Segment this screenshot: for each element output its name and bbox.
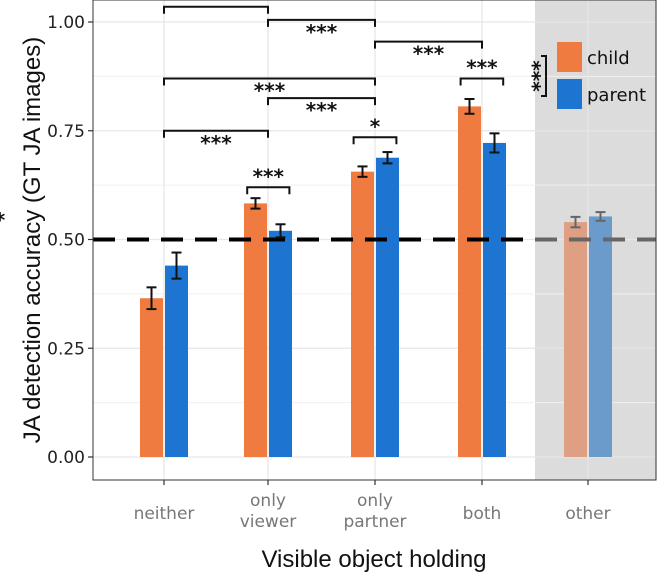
significance-label: *** [200, 0, 232, 8]
legend-key-parent [557, 79, 582, 109]
bar-child [140, 298, 163, 457]
bar-parent [589, 216, 612, 457]
x-tick-label: only partner [343, 491, 406, 532]
significance-label: * [0, 208, 6, 232]
bar-child [351, 171, 374, 457]
x-tick-label: only viewer [240, 491, 297, 532]
significance-bracket [163, 5, 269, 14]
bar-parent [483, 142, 506, 457]
significance-bracket [246, 186, 291, 195]
significance-label: *** [253, 164, 285, 188]
y-tick-label: 0.00 [47, 448, 85, 468]
y-tick-label: 0.25 [47, 339, 85, 359]
legend-key-child [557, 42, 582, 72]
significance-label: *** [306, 98, 338, 122]
significance-label: *** [200, 131, 232, 155]
legend-label-parent: parent [587, 85, 646, 106]
y-tick-label: 0.75 [47, 122, 85, 142]
significance-label: *** [413, 42, 445, 66]
significance-bracket [163, 77, 376, 86]
error-bars [146, 97, 606, 311]
bar-child [244, 203, 267, 457]
significance-bracket [267, 97, 376, 106]
legend-bracket [541, 55, 547, 97]
y-tick-label: 1.00 [47, 13, 85, 33]
significance-label: *** [466, 56, 498, 80]
significance-bracket [352, 136, 398, 145]
bar-child [458, 106, 481, 457]
x-tick-label: other [565, 504, 610, 524]
significance-bracket [163, 129, 269, 138]
y-tick-label: 0.50 [47, 231, 85, 251]
legend-significance-label: *** [521, 60, 545, 92]
x-axis-title: Visible object holding [261, 546, 486, 573]
legend: child parent *** [521, 42, 646, 109]
significance-brackets: ************************** [0, 0, 505, 232]
bar-parent [376, 157, 399, 457]
bar-child [564, 222, 587, 457]
x-tick-label: neither [134, 504, 195, 524]
bars [140, 106, 612, 457]
significance-bracket [459, 77, 505, 86]
x-axis-ticks: neither only viewer only partner both other [134, 480, 611, 532]
legend-label-child: child [587, 48, 630, 69]
significance-bracket [267, 18, 376, 27]
significance-bracket [374, 40, 483, 49]
significance-label: *** [306, 20, 338, 44]
y-axis-ticks: 0.00 0.25 0.50 0.75 1.00 [47, 13, 93, 468]
bar-parent [269, 230, 292, 457]
bar-parent [165, 265, 188, 457]
x-tick-label: both [463, 504, 502, 524]
y-axis-title: JA detection accuracy (GT JA images) [19, 37, 46, 443]
significance-label: * [370, 114, 381, 138]
